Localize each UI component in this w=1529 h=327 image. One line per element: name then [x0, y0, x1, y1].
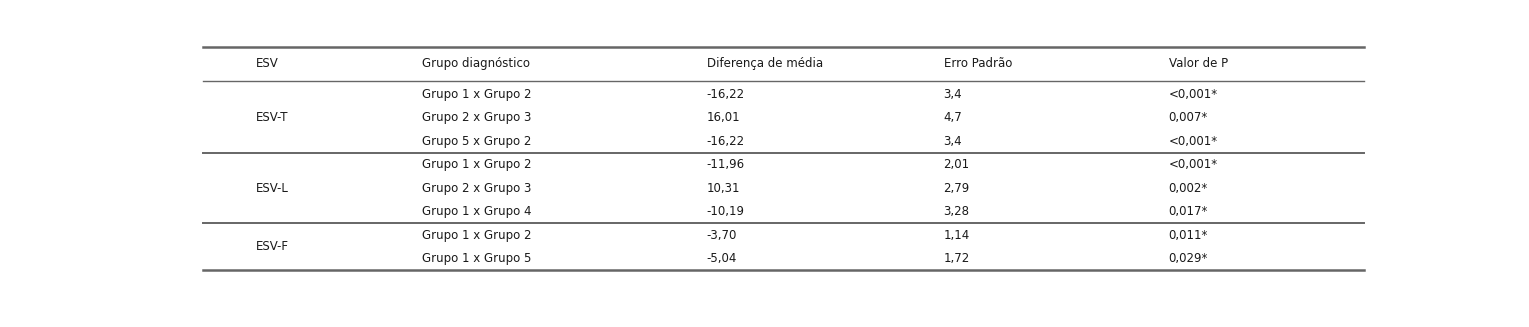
Text: <0,001*: <0,001* — [1168, 88, 1219, 101]
Text: ESV-F: ESV-F — [257, 240, 289, 253]
Text: -16,22: -16,22 — [706, 135, 745, 148]
Text: 0,011*: 0,011* — [1168, 229, 1208, 242]
Text: 4,7: 4,7 — [943, 112, 962, 125]
Text: Valor de P: Valor de P — [1168, 57, 1228, 70]
Text: Grupo 1 x Grupo 2: Grupo 1 x Grupo 2 — [422, 229, 532, 242]
Text: Diferença de média: Diferença de média — [706, 57, 823, 70]
Text: ESV-T: ESV-T — [257, 112, 289, 125]
Text: 2,79: 2,79 — [943, 182, 969, 195]
Text: 0,002*: 0,002* — [1168, 182, 1208, 195]
Text: Grupo 1 x Grupo 2: Grupo 1 x Grupo 2 — [422, 158, 532, 171]
Text: Grupo 1 x Grupo 4: Grupo 1 x Grupo 4 — [422, 205, 532, 218]
Text: <0,001*: <0,001* — [1168, 135, 1219, 148]
Text: Grupo 2 x Grupo 3: Grupo 2 x Grupo 3 — [422, 182, 532, 195]
Text: -10,19: -10,19 — [706, 205, 745, 218]
Text: ESV: ESV — [257, 57, 280, 70]
Text: 0,029*: 0,029* — [1168, 252, 1208, 265]
Text: 0,017*: 0,017* — [1168, 205, 1208, 218]
Text: -3,70: -3,70 — [706, 229, 737, 242]
Text: 0,007*: 0,007* — [1168, 112, 1208, 125]
Text: Grupo 5 x Grupo 2: Grupo 5 x Grupo 2 — [422, 135, 532, 148]
Text: ESV-L: ESV-L — [257, 182, 289, 195]
Text: -5,04: -5,04 — [706, 252, 737, 265]
Text: Grupo 1 x Grupo 5: Grupo 1 x Grupo 5 — [422, 252, 532, 265]
Text: -11,96: -11,96 — [706, 158, 745, 171]
Text: Erro Padrão: Erro Padrão — [943, 57, 1012, 70]
Text: <0,001*: <0,001* — [1168, 158, 1219, 171]
Text: Grupo 2 x Grupo 3: Grupo 2 x Grupo 3 — [422, 112, 532, 125]
Text: -16,22: -16,22 — [706, 88, 745, 101]
Text: Grupo 1 x Grupo 2: Grupo 1 x Grupo 2 — [422, 88, 532, 101]
Text: Grupo diagnóstico: Grupo diagnóstico — [422, 57, 531, 70]
Text: 3,4: 3,4 — [943, 135, 962, 148]
Text: 1,72: 1,72 — [943, 252, 969, 265]
Text: 3,4: 3,4 — [943, 88, 962, 101]
Text: 1,14: 1,14 — [943, 229, 969, 242]
Text: 3,28: 3,28 — [943, 205, 969, 218]
Text: 10,31: 10,31 — [706, 182, 740, 195]
Text: 2,01: 2,01 — [943, 158, 969, 171]
Text: 16,01: 16,01 — [706, 112, 740, 125]
